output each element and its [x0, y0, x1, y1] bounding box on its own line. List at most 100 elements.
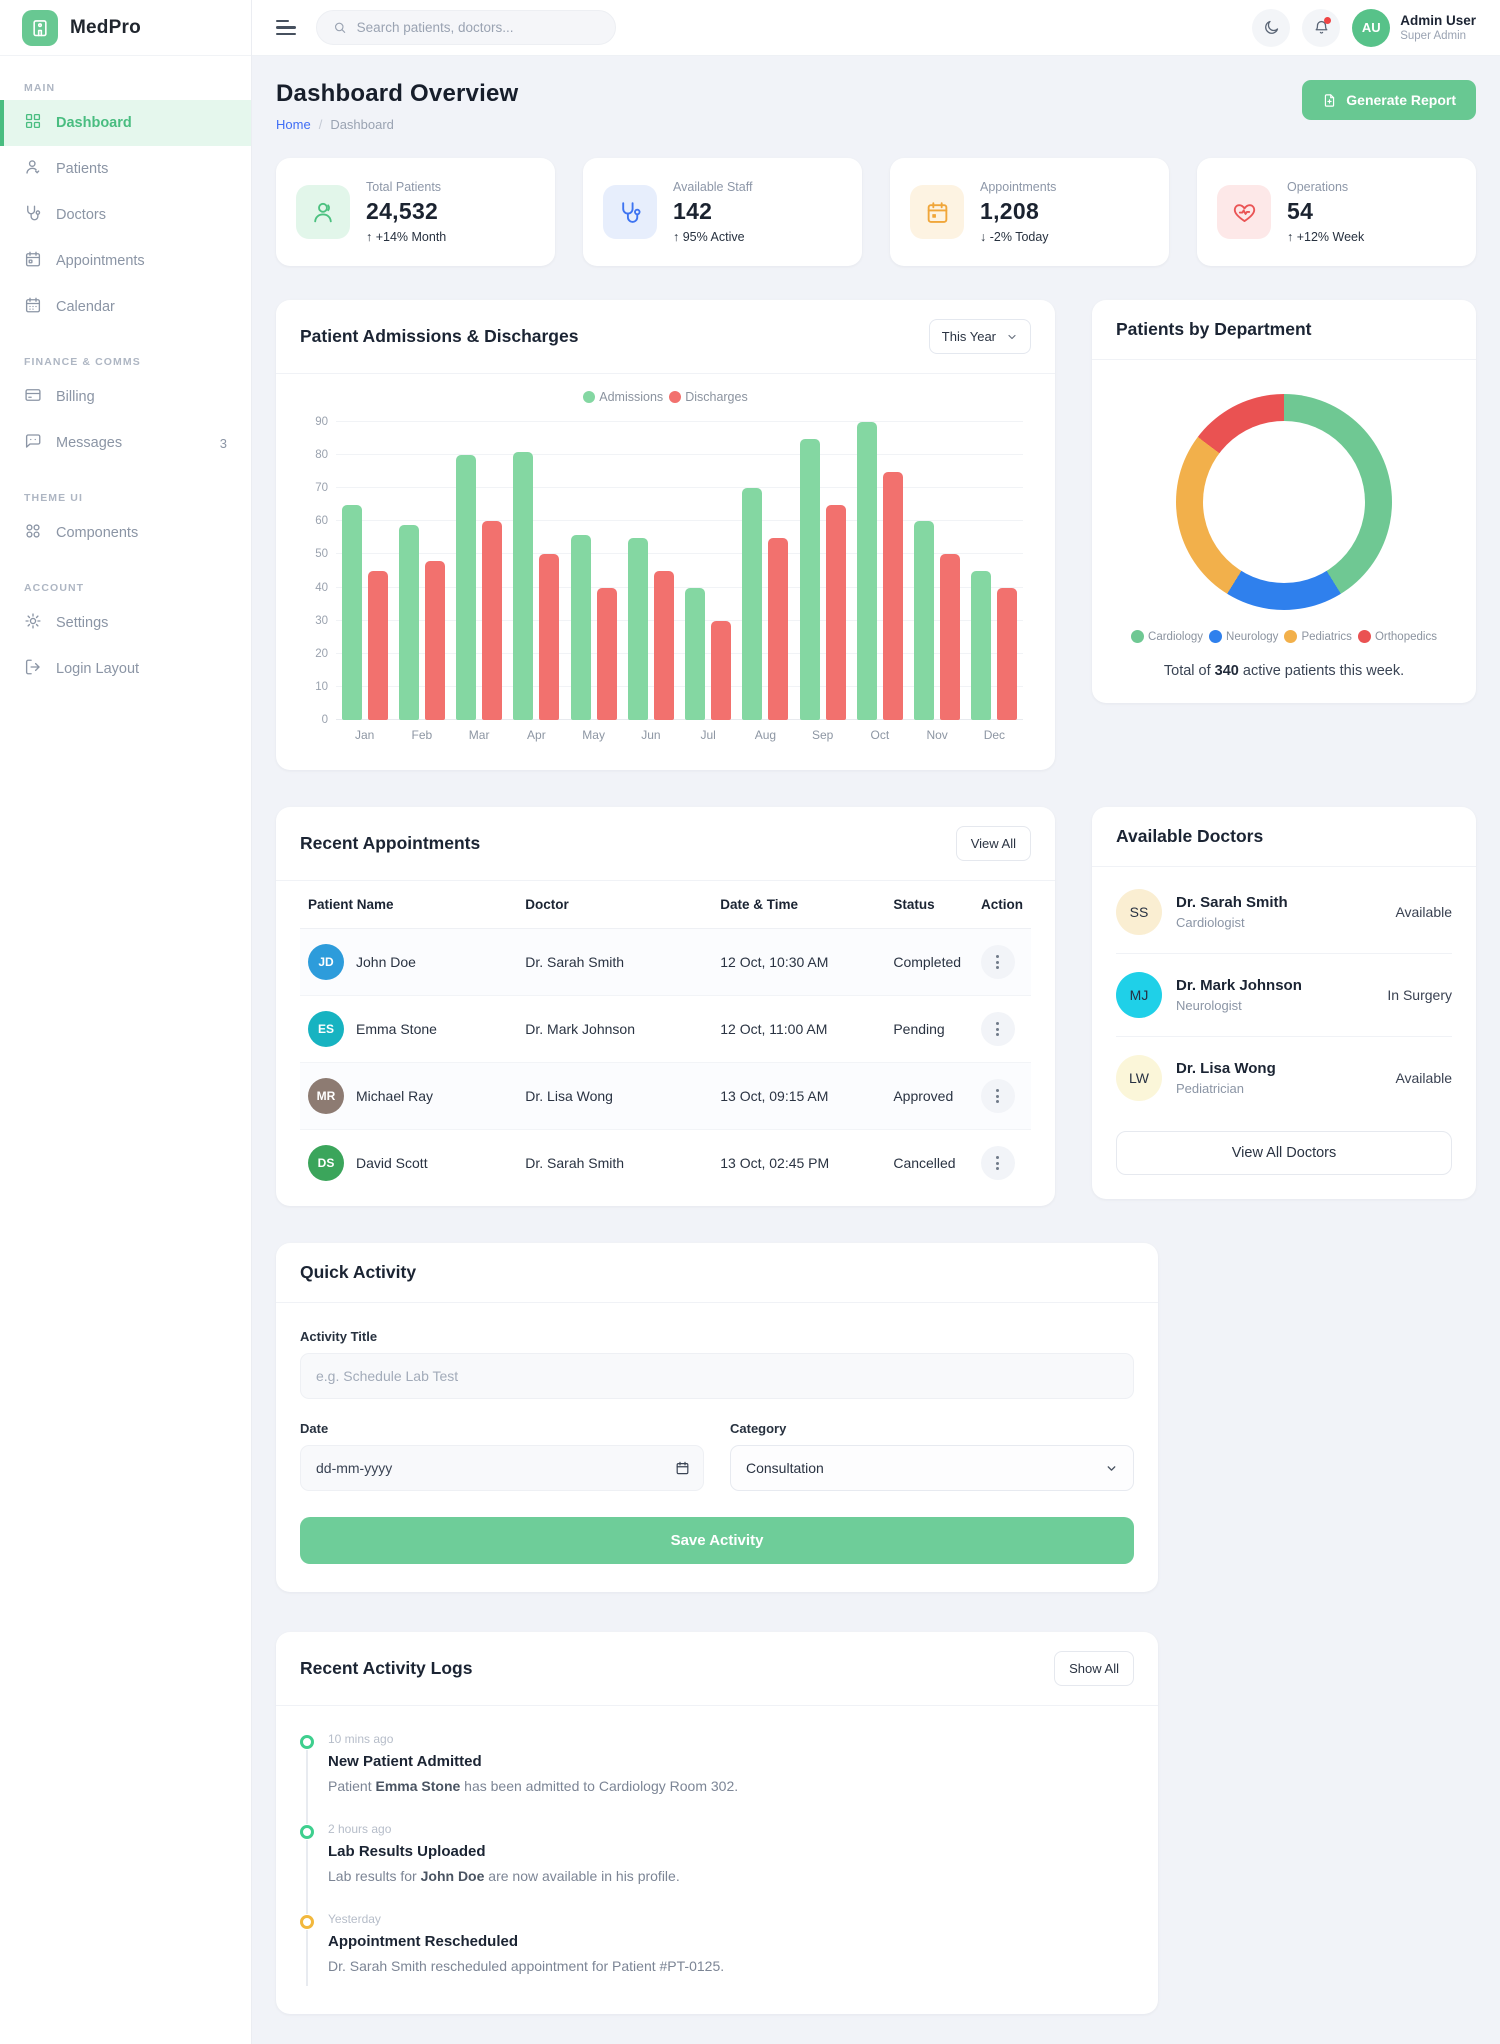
row-actions-button[interactable]: [980, 945, 1015, 979]
sidebar-item-login-layout[interactable]: Login Layout: [0, 646, 251, 692]
sidebar-item-messages[interactable]: Messages 3: [0, 420, 251, 466]
chart-bars: [336, 422, 1023, 720]
row-actions-button[interactable]: [980, 1146, 1015, 1180]
bar-discharges-may: [596, 587, 617, 720]
admissions-chart-card: Patient Admissions & Discharges This Yea…: [276, 300, 1055, 770]
timeline-dot: [300, 1915, 314, 1929]
bar-admissions-oct: [856, 422, 877, 720]
x-axis-label: Nov: [926, 728, 948, 742]
stat-delta: ↓ -2% Today: [980, 230, 1049, 244]
sidebar-item-label: Calendar: [56, 299, 115, 315]
chart-title: Patient Admissions & Discharges: [300, 326, 579, 346]
column-header: Date & Time: [712, 881, 886, 929]
chart-period-select[interactable]: This Year: [928, 319, 1031, 354]
legend-dot: [1284, 630, 1298, 643]
row-actions-button[interactable]: [980, 1079, 1015, 1113]
file-plus-icon: [1325, 93, 1335, 107]
page-head: Dashboard Overview Home / Dashboard Gene…: [276, 80, 1476, 132]
legend-item-neurology: Neurology: [1209, 630, 1278, 643]
generate-report-button[interactable]: Generate Report: [1302, 80, 1476, 120]
bar-admissions-jun: [627, 537, 648, 720]
sidebar-item-billing[interactable]: Billing: [0, 374, 251, 420]
bar-admissions-jan: [341, 504, 362, 720]
view-all-button[interactable]: View All: [955, 826, 1031, 861]
activity-log-item: 10 mins ago New Patient Admitted Patient…: [300, 1732, 1134, 1824]
sidebar-item-appointments[interactable]: Appointments: [0, 238, 251, 284]
sidebar-section-finance: FINANCE & COMMS Billing Messages 3: [0, 344, 251, 466]
log-time: Yesterday: [328, 1912, 381, 1926]
sidebar-item-doctors[interactable]: Doctors: [0, 192, 251, 238]
legend-dot: [1209, 630, 1223, 643]
row-actions-button[interactable]: [980, 1012, 1015, 1046]
bell-icon: [1315, 20, 1328, 34]
search-input[interactable]: [356, 20, 599, 35]
hospital-logo-icon: [22, 9, 58, 46]
logout-icon: [24, 658, 42, 680]
activity-title-input[interactable]: [300, 1353, 1134, 1399]
sidebar-item-calendar[interactable]: Calendar: [0, 284, 251, 330]
sidebar-item-label: Settings: [56, 615, 109, 631]
user-menu[interactable]: AU Admin User Super Admin: [1352, 8, 1476, 47]
status-text: Cancelled: [893, 1155, 956, 1171]
stats-row: Total Patients 24,532 ↑ +14% Month Avail…: [276, 158, 1476, 266]
gridline: [336, 487, 1023, 489]
date-input[interactable]: [300, 1445, 704, 1491]
sidebar-item-settings[interactable]: Settings: [0, 600, 251, 646]
column-header: Doctor: [517, 881, 713, 929]
save-activity-button[interactable]: Save Activity: [300, 1517, 1134, 1564]
chevron-down-icon: [1008, 334, 1016, 339]
sidebar-item-components[interactable]: Components: [0, 510, 251, 556]
doctor-name: Dr. Mark Johnson: [517, 995, 713, 1063]
patient-name: Michael Ray: [356, 1088, 434, 1104]
topbar-actions: AU Admin User Super Admin: [1252, 8, 1476, 47]
card-title: Recent Activity Logs: [300, 1658, 473, 1678]
bar-discharges-aug: [768, 537, 789, 720]
bar-admissions-apr: [513, 451, 534, 720]
dark-mode-button[interactable]: [1252, 8, 1291, 47]
tables-row: Recent Appointments View All Patient Nam…: [276, 807, 1476, 1206]
sidebar-item-patients[interactable]: Patients: [0, 146, 251, 192]
x-axis-label: Apr: [527, 728, 546, 742]
user-name: Admin User: [1400, 13, 1476, 29]
doctor-status: Available: [1395, 904, 1452, 920]
x-axis-label: Sep: [811, 728, 834, 742]
avatar: SS: [1116, 889, 1162, 935]
doctor-name: Dr. Sarah Smith: [517, 928, 713, 996]
calendar-icon: [910, 185, 964, 239]
chart-title: Patients by Department: [1116, 319, 1312, 339]
stat-delta: ↑ +12% Week: [1287, 230, 1365, 244]
show-all-button[interactable]: Show All: [1054, 1651, 1134, 1686]
x-axis-label: Feb: [411, 728, 433, 742]
main-column: AU Admin User Super Admin Dashboard Over…: [252, 0, 1500, 2044]
avatar: MJ: [1116, 972, 1162, 1018]
legend-dot: [1131, 630, 1145, 643]
recent-activity-logs-card: Recent Activity Logs Show All 10 mins ag…: [276, 1632, 1158, 2014]
bar-discharges-jul: [711, 620, 732, 720]
view-all-doctors-button[interactable]: View All Doctors: [1116, 1131, 1452, 1175]
breadcrumb-home-link[interactable]: Home: [276, 117, 311, 132]
donut-footer: Total of 340 active patients this week.: [1163, 663, 1405, 679]
bar-admissions-aug: [742, 488, 763, 720]
category-label: Category: [730, 1421, 787, 1436]
column-header: Status: [885, 881, 973, 929]
patient-name: John Doe: [356, 954, 416, 970]
bar-group: [737, 422, 794, 720]
chart-x-axis: Jan Feb Mar Apr May Jun Jul Aug Sep Oct Nov Dec: [336, 728, 1023, 748]
doctor-specialty: Cardiologist: [1176, 915, 1245, 930]
sidebar-item-dashboard[interactable]: Dashboard: [0, 100, 251, 146]
log-time: 2 hours ago: [328, 1822, 392, 1836]
appointment-datetime: 12 Oct, 11:00 AM: [712, 995, 886, 1063]
y-axis-tick: 50: [315, 548, 328, 561]
heart-pulse-icon: [1217, 185, 1271, 239]
stat-card-total-patients: Total Patients 24,532 ↑ +14% Month: [276, 158, 555, 266]
category-select[interactable]: Consultation: [730, 1445, 1134, 1491]
notifications-button[interactable]: [1302, 8, 1341, 47]
brand-logo[interactable]: MedPro: [0, 0, 251, 56]
brand-name: MedPro: [70, 16, 141, 38]
hamburger-menu-icon[interactable]: [276, 19, 298, 36]
credit-card-icon: [24, 386, 42, 408]
sidebar-item-label: Messages: [56, 435, 123, 451]
stat-value: 1,208: [980, 198, 1040, 224]
avatar: MR: [308, 1078, 344, 1114]
sidebar-section-account: ACCOUNT Settings Login Layout: [0, 570, 251, 692]
